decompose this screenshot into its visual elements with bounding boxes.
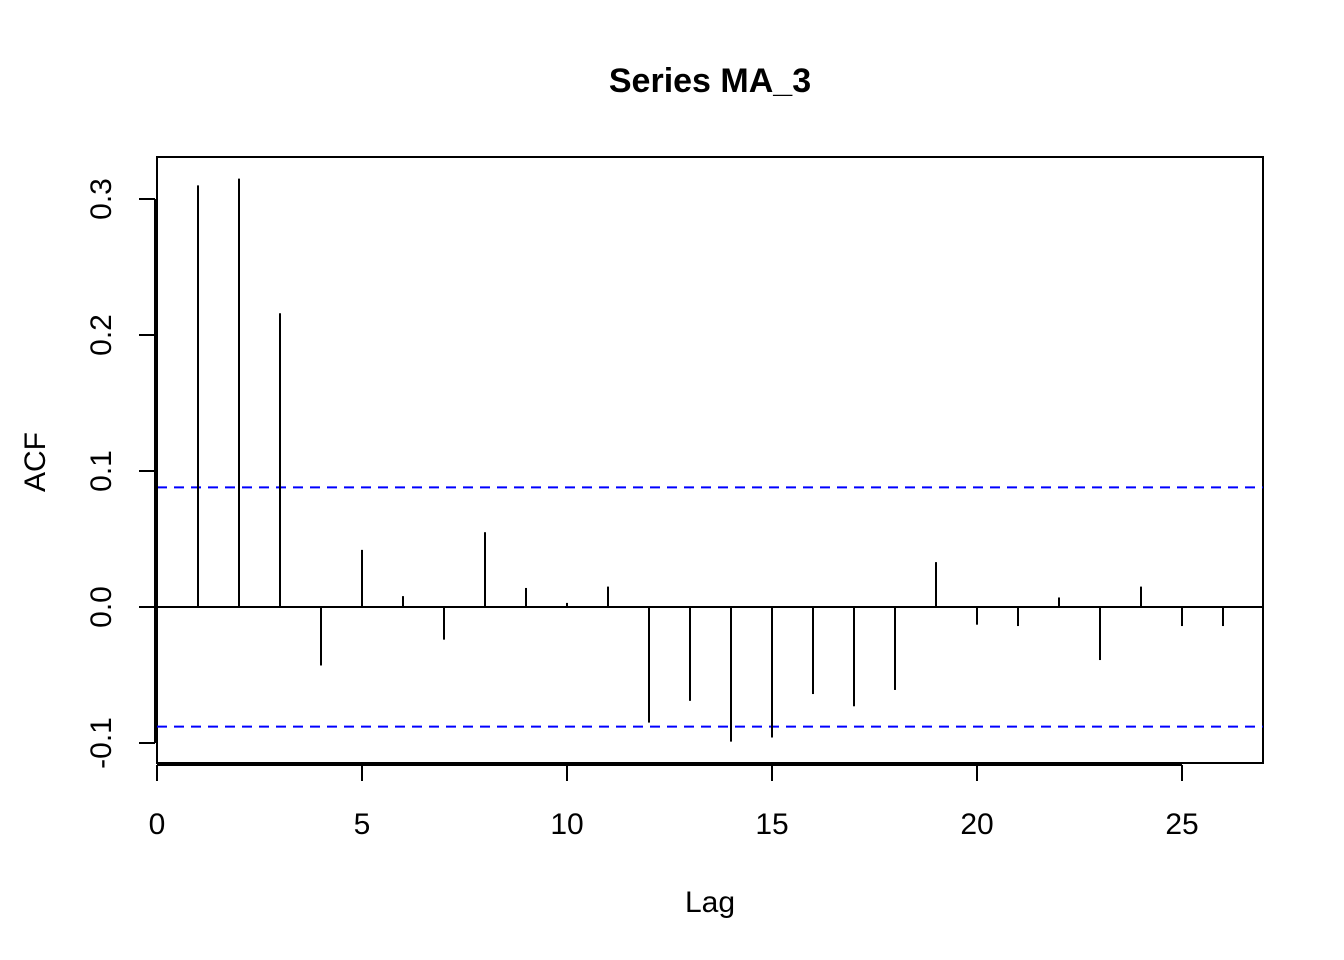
y-axis: -0.1 0.0 0.1 0.2 0.3 <box>85 178 156 769</box>
x-tick-label: 20 <box>960 808 993 841</box>
y-tick-label: 0.3 <box>85 178 118 220</box>
acf-bars <box>156 157 1224 742</box>
x-tick-label: 10 <box>550 808 583 841</box>
y-tick-label: 0.0 <box>85 586 118 628</box>
x-tick-label: 25 <box>1165 808 1198 841</box>
x-tick-label: 15 <box>755 808 788 841</box>
x-axis-label: Lag <box>685 886 735 919</box>
y-axis-label: ACF <box>19 432 52 492</box>
chart-title: Series MA_3 <box>609 62 811 100</box>
confidence-bounds <box>157 486 1263 728</box>
x-tick-label: 0 <box>149 808 166 841</box>
y-tick-label: 0.1 <box>85 450 118 492</box>
y-tick-label: 0.2 <box>85 314 118 356</box>
x-axis: 0 5 10 15 20 25 <box>149 764 1199 841</box>
plot-frame <box>156 156 1264 764</box>
y-tick-label: -0.1 <box>85 717 118 769</box>
x-tick-label: 5 <box>354 808 371 841</box>
